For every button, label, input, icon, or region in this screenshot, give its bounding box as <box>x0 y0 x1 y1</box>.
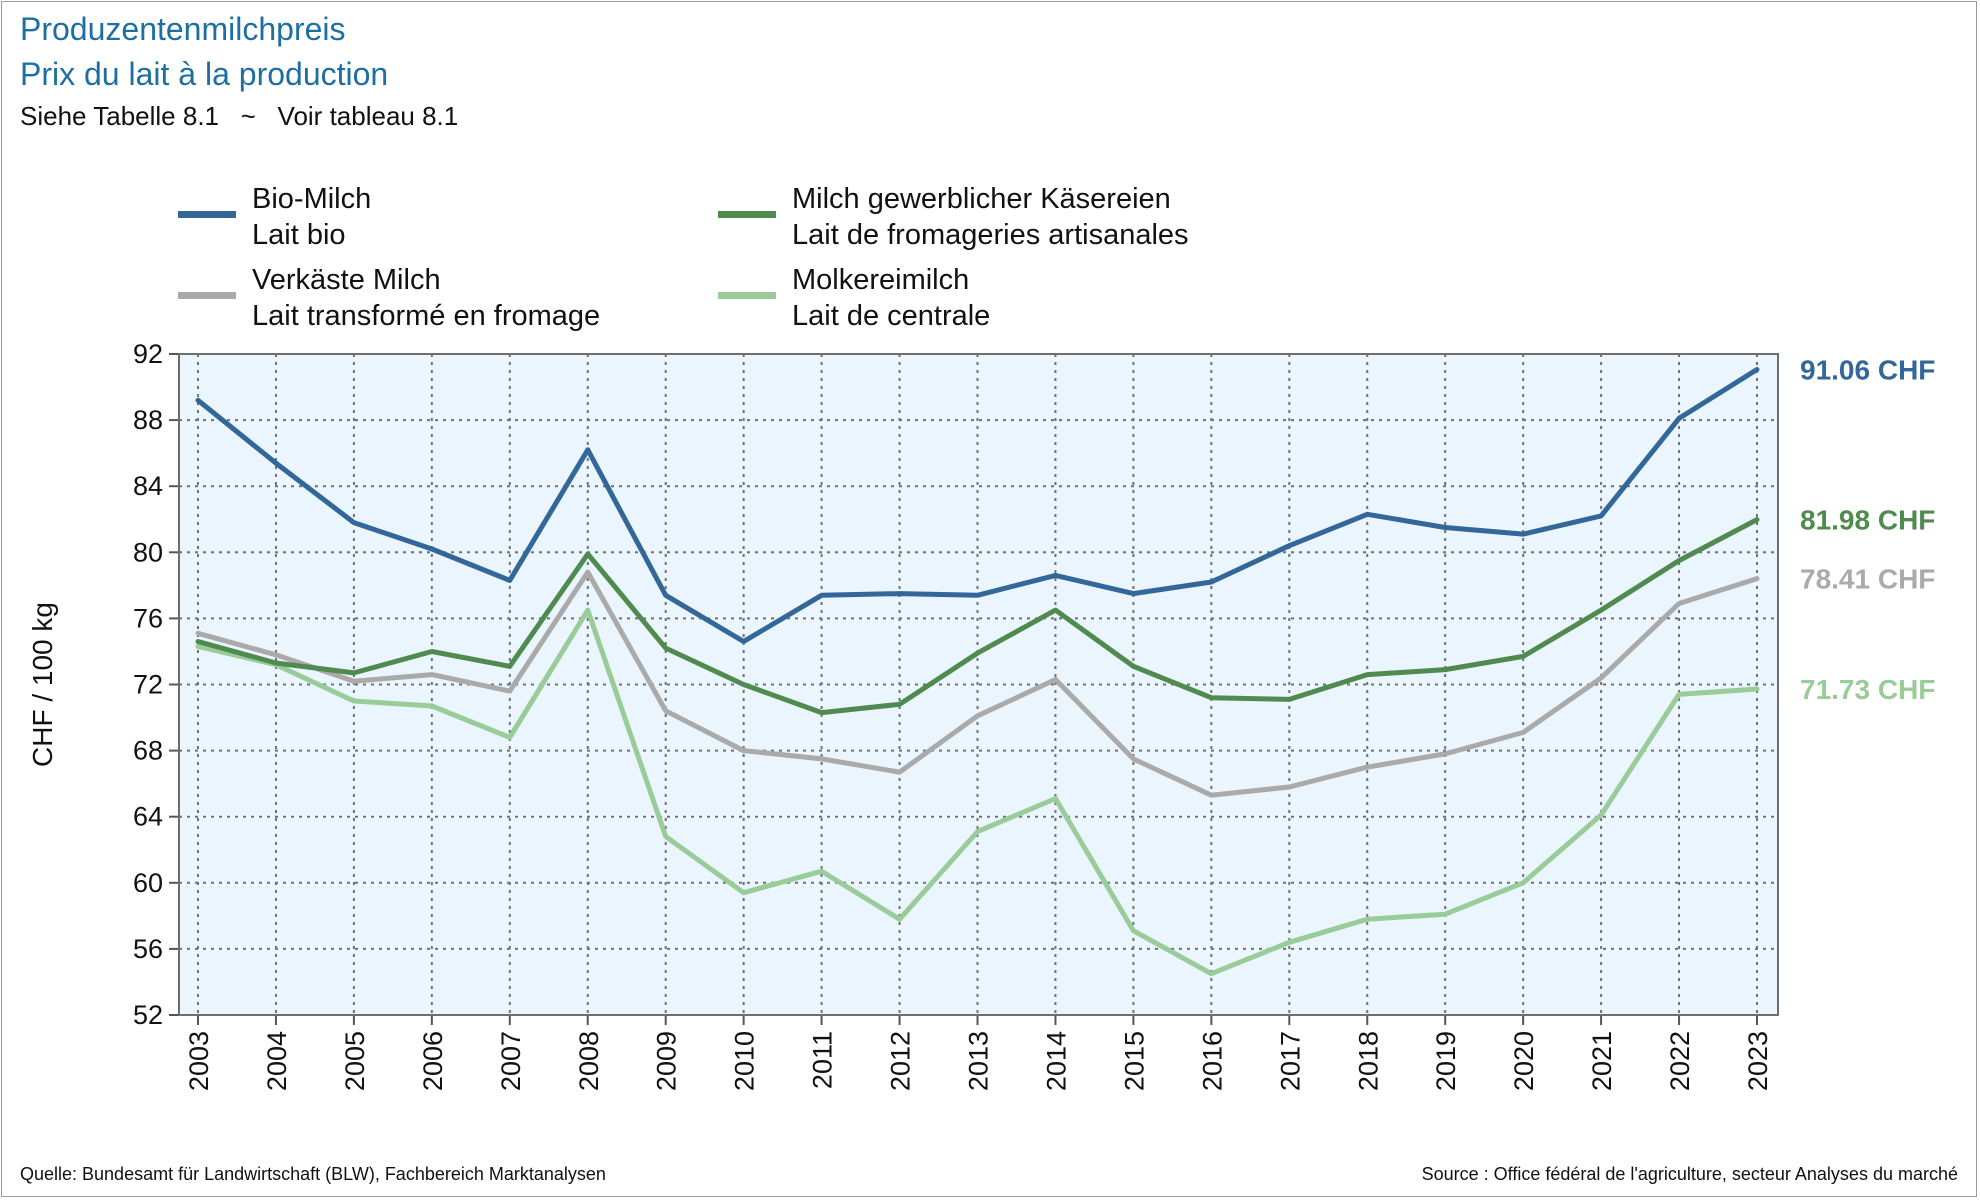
x-tick-label: 2017 <box>1275 1031 1305 1091</box>
x-tick-label: 2005 <box>340 1031 370 1091</box>
series-line <box>195 517 1760 716</box>
legend-label-molkerei-de: Molkereimilch <box>792 264 970 296</box>
legend-label-bio: Bio-Milch Lait bio <box>252 181 371 253</box>
x-tick-label: 2007 <box>496 1031 526 1091</box>
end-value-label: 91.06 CHF <box>1800 355 1935 386</box>
y-axis-label: CHF / 100 kg <box>27 602 58 767</box>
series-line <box>195 367 1760 644</box>
y-tick-label: 64 <box>133 802 163 832</box>
end-labels: 91.06 CHF 81.98 CHF 78.41 CHF 71.73 CHF <box>1800 355 1935 705</box>
legend-label-kaesereien-de: Milch gewerblicher Käsereien <box>792 183 1171 215</box>
y-axis-ticks: 52 56 60 64 68 72 76 80 84 88 92 <box>133 339 179 1030</box>
legend-label-bio-de: Bio-Milch <box>252 183 372 215</box>
y-tick-label: 72 <box>133 670 163 700</box>
x-tick-label: 2020 <box>1509 1031 1539 1091</box>
y-tick-label: 76 <box>133 603 163 633</box>
y-tick-label: 56 <box>133 934 163 964</box>
source-german: Quelle: Bundesamt für Landwirtschaft (BL… <box>20 1164 606 1184</box>
legend-label-verkaeste-fr: Lait transformé en fromage <box>252 300 601 332</box>
y-tick-label: 68 <box>133 736 163 766</box>
plot-border <box>178 353 1779 1016</box>
x-tick-label: 2015 <box>1119 1031 1149 1091</box>
x-tick-label: 2003 <box>184 1031 214 1091</box>
legend-swatch-molkerei <box>718 292 776 299</box>
end-value-label: 81.98 CHF <box>1800 505 1935 536</box>
end-value-label: 78.41 CHF <box>1800 564 1935 595</box>
x-tick-label: 2004 <box>262 1031 292 1091</box>
x-tick-label: 2016 <box>1197 1031 1227 1091</box>
y-tick-label: 60 <box>133 868 163 898</box>
legend-label-bio-fr: Lait bio <box>252 219 346 251</box>
x-tick-label: 2021 <box>1587 1031 1617 1091</box>
legend-label-molkerei: Molkereimilch Lait de centrale <box>792 262 990 334</box>
series-lines <box>195 367 1760 977</box>
y-tick-label: 88 <box>133 405 163 435</box>
x-tick-label: 2011 <box>808 1031 838 1089</box>
table-reference: Siehe Tabelle 8.1 ~ Voir tableau 8.1 <box>20 101 459 131</box>
x-tick-label: 2023 <box>1743 1031 1773 1091</box>
y-tick-label: 80 <box>133 537 163 567</box>
x-axis-ticks: 2003 2004 2005 2006 2007 2008 2009 2010 2011 2012… <box>184 1015 1773 1091</box>
legend-label-molkerei-fr: Lait de centrale <box>792 300 991 332</box>
x-tick-label: 2008 <box>574 1031 604 1091</box>
legend-swatch-bio <box>178 211 236 218</box>
x-tick-label: 2018 <box>1353 1031 1383 1091</box>
y-tick-label: 84 <box>133 471 163 501</box>
legend-label-verkaeste: Verkäste Milch Lait transformé en fromag… <box>252 262 600 334</box>
end-value-label: 71.73 CHF <box>1800 674 1935 705</box>
y-tick-label: 92 <box>133 339 163 369</box>
x-tick-label: 2010 <box>730 1031 760 1091</box>
x-tick-label: 2019 <box>1431 1031 1461 1091</box>
legend-label-kaesereien-fr: Lait de fromageries artisanales <box>792 219 1189 251</box>
legend-swatch-verkaeste <box>178 292 236 299</box>
legend-swatch-kaesereien <box>718 211 776 218</box>
source-french: Source : Office fédéral de l'agriculture… <box>1421 1164 1958 1184</box>
x-tick-label: 2014 <box>1041 1031 1071 1091</box>
chart-title: Produzentenmilchpreis <box>20 11 346 47</box>
y-tick-label: 52 <box>133 1000 163 1030</box>
x-tick-label: 2012 <box>886 1031 916 1091</box>
x-tick-label: 2009 <box>652 1031 682 1091</box>
series-line <box>195 607 1760 977</box>
x-tick-label: 2022 <box>1665 1031 1695 1091</box>
x-tick-label: 2006 <box>418 1031 448 1091</box>
series-line <box>195 569 1760 798</box>
legend-label-verkaeste-de: Verkäste Milch <box>252 264 441 296</box>
chart-subtitle: Prix du lait à la production <box>20 56 389 92</box>
x-tick-label: 2013 <box>964 1031 994 1091</box>
legend-label-kaesereien: Milch gewerblicher Käsereien Lait de fro… <box>792 181 1189 253</box>
